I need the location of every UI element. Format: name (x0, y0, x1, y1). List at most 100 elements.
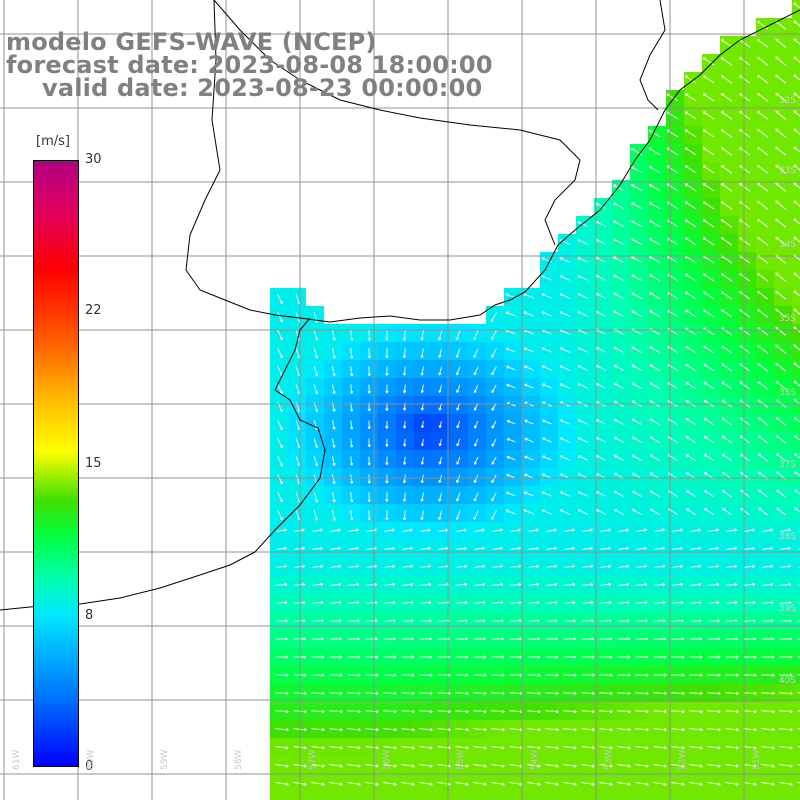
wind-arrow (793, 453, 800, 459)
model-title: modelo GEFS-WAVE (NCEP) (6, 28, 377, 56)
wind-arrow (293, 564, 305, 569)
wind-arrow (613, 292, 625, 299)
wind-arrow (311, 546, 323, 550)
wind-arrow (542, 437, 552, 443)
wind-speed-cell (792, 522, 800, 540)
wind-speed-cell (702, 792, 720, 800)
wind-arrow (757, 128, 769, 138)
wind-arrow (684, 273, 697, 282)
wind-arrow (671, 619, 684, 623)
wind-speed-cell (792, 216, 800, 234)
wind-arrow (491, 366, 497, 376)
wind-arrow (401, 546, 413, 550)
wind-arrow (617, 582, 630, 587)
wind-arrow (581, 564, 593, 569)
lat-label: 40S (778, 676, 796, 686)
wind-arrow (347, 564, 359, 569)
wind-arrow (666, 147, 679, 156)
wind-arrow (707, 691, 721, 695)
wind-arrow (577, 310, 588, 317)
wind-arrow (563, 746, 577, 750)
wind-arrow (702, 165, 715, 174)
wind-arrow (653, 528, 665, 532)
wind-speed-cell (792, 126, 800, 144)
wind-arrow (776, 489, 786, 498)
wind-arrow (775, 92, 787, 102)
wind-arrow (329, 673, 343, 677)
wind-arrow (545, 781, 559, 786)
wind-arrow (743, 655, 757, 659)
wind-arrow (420, 528, 431, 532)
wind-arrow (545, 546, 557, 550)
wind-arrow (635, 764, 649, 768)
wind-arrow (313, 509, 319, 521)
lon-label: 52W (678, 749, 688, 770)
wind-arrow (599, 619, 612, 623)
wind-arrow (738, 272, 751, 282)
wind-arrow (383, 637, 396, 641)
wind-arrow (311, 582, 324, 587)
wind-arrow (617, 746, 631, 750)
wind-arrow (630, 166, 643, 174)
wind-arrow (757, 38, 769, 48)
wind-arrow (527, 600, 540, 605)
wind-arrow (545, 619, 558, 623)
wind-arrow (775, 380, 787, 390)
wind-arrow (631, 418, 643, 425)
wind-arrow (689, 709, 703, 714)
wind-arrow (757, 435, 768, 444)
wind-arrow (613, 202, 625, 209)
wind-arrow (402, 420, 407, 429)
wind-arrow (311, 564, 323, 569)
wind-arrow (738, 146, 751, 156)
wind-arrow (703, 345, 715, 354)
wind-speed-cell (792, 180, 800, 198)
lon-label: 51W (752, 749, 762, 770)
wind-arrow (635, 727, 649, 732)
wind-arrow (523, 347, 534, 353)
wind-arrow (648, 220, 661, 228)
wind-arrow (617, 727, 631, 732)
wind-arrow (720, 111, 733, 120)
wind-speed-cell (792, 252, 800, 270)
wind-arrow (491, 746, 505, 750)
wind-arrow (347, 673, 361, 677)
wind-speed-cell (792, 774, 800, 792)
wind-arrow (653, 655, 667, 659)
wind-arrow (385, 456, 389, 466)
wind-arrow (491, 438, 497, 447)
wind-arrow (401, 655, 415, 659)
wind-speed-cell (792, 756, 800, 774)
wind-arrow (793, 398, 800, 405)
wind-arrow (311, 673, 325, 677)
wind-arrow (740, 489, 750, 498)
wind-arrow (385, 474, 389, 484)
wind-arrow (331, 492, 336, 503)
wind-arrow (563, 528, 575, 532)
wind-arrow (385, 366, 389, 376)
wind-speed-cell (684, 792, 702, 800)
lat-label: 34S (778, 240, 796, 250)
wind-arrow (402, 348, 407, 359)
wind-arrow (775, 110, 787, 120)
lat-label: 38S (778, 532, 796, 542)
wind-arrow (613, 310, 625, 317)
wind-arrow (438, 348, 443, 358)
wind-arrow (631, 220, 643, 228)
wind-arrow (541, 509, 552, 515)
wind-arrow (275, 546, 287, 550)
wind-arrow (491, 781, 505, 786)
wind-arrow (401, 691, 415, 695)
wind-arrow (793, 110, 800, 117)
wind-arrow (577, 382, 588, 389)
wind-speed-cell (792, 288, 800, 306)
wind-arrow (329, 764, 343, 768)
wind-arrow (707, 709, 721, 714)
lat-label: 36S (778, 388, 796, 398)
wind-arrow (473, 420, 479, 429)
wind-arrow (671, 528, 683, 532)
wind-arrow (793, 344, 800, 351)
wind-arrow (739, 435, 750, 444)
wind-arrow (613, 238, 625, 245)
wind-speed-cell (540, 792, 558, 800)
